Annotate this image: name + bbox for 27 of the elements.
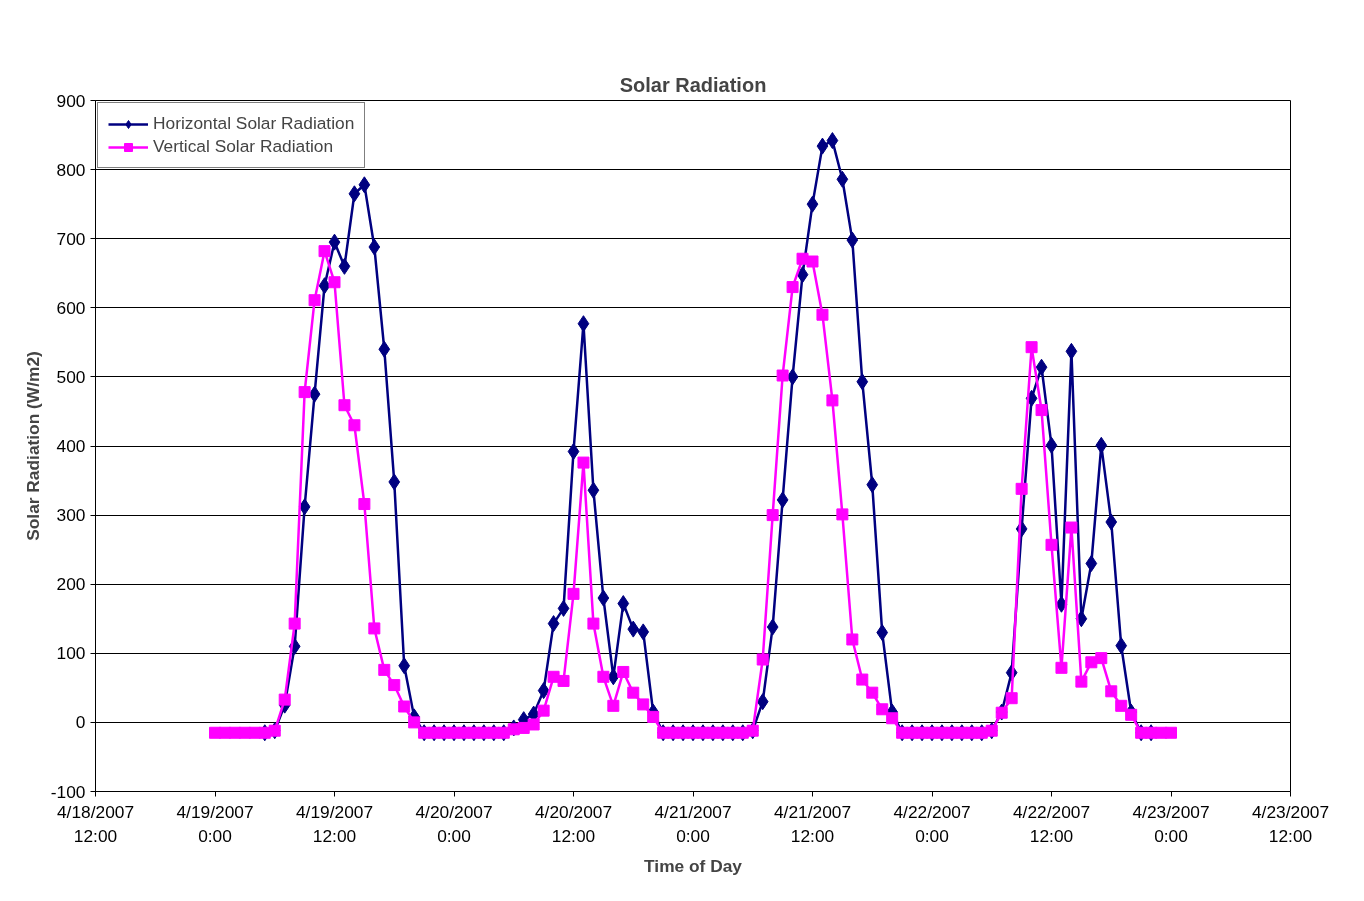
- y-tick-label: 400: [56, 436, 86, 456]
- x-tick-label: 4/19/2007 12:00: [295, 801, 374, 846]
- x-tick-label: 4/22/2007 0:00: [893, 801, 971, 846]
- y-tick-label: 500: [56, 366, 86, 387]
- y-tick-label: 0: [75, 712, 86, 733]
- y-tick-label: 900: [56, 90, 86, 111]
- y-tick-label: 600: [56, 297, 86, 318]
- x-tick-label: 4/21/2007 0:00: [654, 801, 732, 846]
- y-axis-title: Solar Radiation (W/m2): [22, 351, 43, 541]
- x-tick-label: 4/23/2007 0:00: [1132, 801, 1210, 846]
- y-tick-label: 300: [56, 505, 86, 526]
- y-tick-label: 800: [56, 159, 86, 180]
- x-tick-label: 4/22/2007 12:00: [1012, 801, 1091, 846]
- y-tick-label: 100: [56, 643, 86, 664]
- x-tick-label: 4/19/2007 0:00: [176, 801, 254, 846]
- y-tick-label: 200: [56, 574, 86, 595]
- x-axis-title: Time of Day: [644, 855, 743, 876]
- x-tick-label: 4/23/2007 12:00: [1251, 801, 1330, 846]
- x-tick-label: 4/20/2007 12:00: [534, 801, 613, 846]
- chart-title: Solar Radiation: [619, 73, 767, 96]
- x-tick-label: 4/21/2007 12:00: [773, 801, 852, 846]
- x-tick-label: 4/20/2007 0:00: [415, 801, 493, 846]
- x-tick-label: 4/18/2007 12:00: [56, 801, 135, 846]
- y-tick-label: -100: [50, 781, 86, 802]
- y-tick-label: 700: [56, 228, 86, 249]
- legend-label: Horizontal Solar Radiation: [153, 113, 355, 134]
- legend-label: Vertical Solar Radiation: [153, 136, 334, 157]
